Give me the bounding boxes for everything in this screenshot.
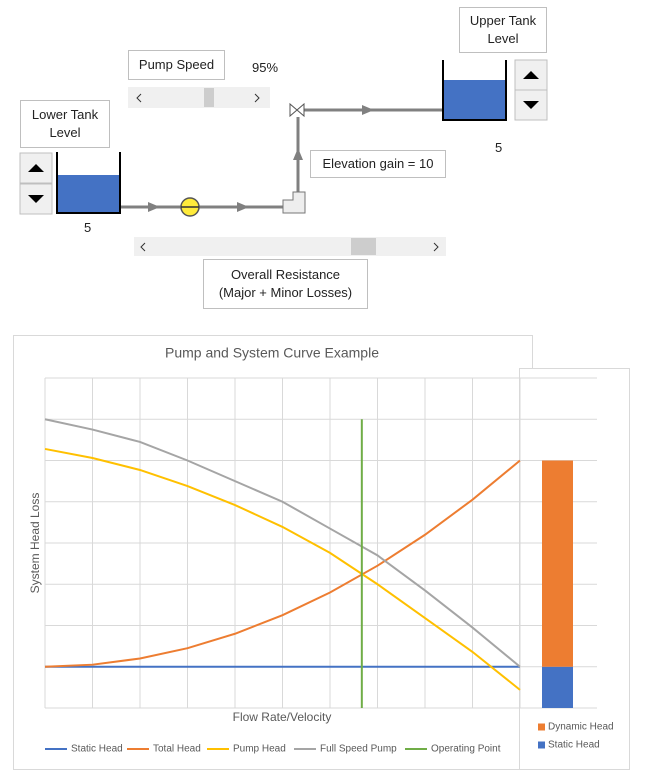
lower-tank-level: 5 [84,220,92,235]
plot: Pump and System Curve Example Flow Rate/V… [28,345,613,755]
legend-label: Operating Point [431,744,501,755]
x-axis-label: Flow Rate/Velocity [233,710,332,724]
scroll-right[interactable] [433,242,439,252]
bar-frame [519,368,630,770]
up-arrow [28,164,44,172]
pump-speed-value: 95% [252,60,279,75]
series-line [44,418,521,668]
bar-segment [542,460,573,667]
series-line [44,459,521,668]
legend-label: Total Head [153,744,201,755]
scroll-track[interactable] [134,237,446,256]
chart-frame [13,335,533,770]
elevation-label: Elevation gain = 10 [310,150,446,178]
scroll-left[interactable] [136,93,142,103]
series-line [44,447,521,691]
scroll-right[interactable] [254,93,260,103]
valve [289,102,305,118]
legend-label: Static Head [548,740,600,751]
resistance-scrollbar[interactable] [134,237,446,256]
speed-scrollbar[interactable] [128,87,270,108]
lower-tank-label: Lower Tank Level [20,100,110,148]
resistance-label: Overall Resistance (Major + Minor Losses… [203,259,368,309]
y-axis-label: System Head Loss [28,493,42,594]
lower-spin[interactable] [19,152,53,215]
legend-swatch [538,723,545,731]
scroll-thumb[interactable] [204,88,214,107]
legend-label: Pump Head [233,744,286,755]
upper-tank-level: 5 [495,140,503,155]
upper-tank-wall [442,60,507,121]
chart-title: Pump and System Curve Example [165,345,379,361]
pump-speed-label: Pump Speed [128,50,225,80]
legend-swatch [538,741,545,749]
elbow [282,191,306,214]
scroll-track[interactable] [128,87,270,108]
scroll-thumb[interactable] [351,238,376,255]
down-arrow [523,101,539,109]
bar-segment [542,666,573,708]
upper-spin[interactable] [514,59,548,121]
scroll-left[interactable] [140,242,146,252]
legend-label: Static Head [71,744,123,755]
flow-arrows [148,105,374,212]
lower-tank-wall [56,152,121,214]
lower-tank-fill [57,175,120,213]
upper-tank-fill [443,80,506,120]
upper-tank-label: Upper Tank Level [459,7,547,53]
legend-label: Dynamic Head [548,722,614,733]
legend-label: Full Speed Pump [320,744,397,755]
down-arrow [28,195,44,203]
up-arrow [523,71,539,79]
